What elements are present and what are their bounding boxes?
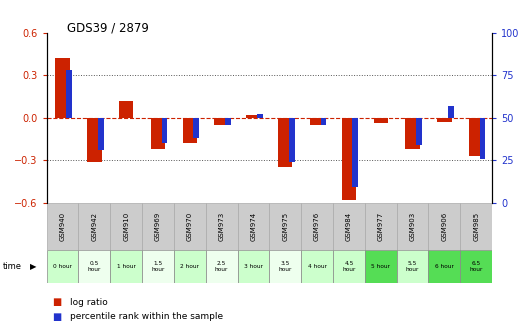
Bar bbox=[461, 203, 492, 250]
Text: 4.5
hour: 4.5 hour bbox=[342, 261, 355, 272]
Text: 2 hour: 2 hour bbox=[180, 264, 199, 269]
Bar bbox=[342, 118, 356, 200]
Text: 3 hour: 3 hour bbox=[244, 264, 263, 269]
Bar bbox=[269, 250, 301, 283]
Bar bbox=[397, 203, 428, 250]
Text: GSM984: GSM984 bbox=[346, 212, 352, 241]
Text: GSM976: GSM976 bbox=[314, 212, 320, 241]
Bar bbox=[47, 250, 78, 283]
Bar bbox=[110, 203, 142, 250]
Bar bbox=[174, 250, 206, 283]
Text: GSM942: GSM942 bbox=[91, 212, 97, 241]
Text: GSM906: GSM906 bbox=[441, 212, 448, 241]
Text: log ratio: log ratio bbox=[70, 298, 108, 307]
Text: GDS39 / 2879: GDS39 / 2879 bbox=[67, 21, 149, 34]
Text: GSM940: GSM940 bbox=[60, 212, 66, 241]
Bar bbox=[87, 118, 102, 162]
Bar bbox=[55, 58, 70, 118]
Bar bbox=[78, 250, 110, 283]
Bar bbox=[66, 70, 72, 118]
Text: GSM977: GSM977 bbox=[378, 212, 384, 241]
Bar bbox=[225, 118, 231, 125]
Text: GSM975: GSM975 bbox=[282, 212, 289, 241]
Bar bbox=[333, 203, 365, 250]
Bar bbox=[310, 118, 324, 125]
Text: GSM910: GSM910 bbox=[123, 212, 129, 241]
Bar bbox=[428, 203, 461, 250]
Bar bbox=[162, 118, 167, 143]
Text: GSM974: GSM974 bbox=[250, 212, 256, 241]
Text: 4 hour: 4 hour bbox=[308, 264, 326, 269]
Bar bbox=[206, 250, 238, 283]
Bar bbox=[428, 250, 461, 283]
Bar bbox=[238, 250, 269, 283]
Bar bbox=[397, 250, 428, 283]
Bar bbox=[214, 118, 229, 125]
Bar bbox=[301, 250, 333, 283]
Text: 5.5
hour: 5.5 hour bbox=[406, 261, 419, 272]
Bar bbox=[448, 106, 454, 118]
Bar bbox=[174, 203, 206, 250]
Text: GSM973: GSM973 bbox=[219, 212, 225, 241]
Text: 5 hour: 5 hour bbox=[371, 264, 390, 269]
Bar bbox=[406, 118, 420, 149]
Bar bbox=[289, 118, 295, 162]
Bar bbox=[480, 118, 485, 159]
Bar bbox=[47, 203, 78, 250]
Bar bbox=[365, 203, 397, 250]
Bar bbox=[257, 114, 263, 118]
Text: 6 hour: 6 hour bbox=[435, 264, 454, 269]
Bar bbox=[333, 250, 365, 283]
Text: GSM903: GSM903 bbox=[410, 212, 415, 241]
Bar bbox=[206, 203, 238, 250]
Text: 6.5
hour: 6.5 hour bbox=[469, 261, 483, 272]
Bar bbox=[78, 203, 110, 250]
Text: ■: ■ bbox=[52, 312, 61, 321]
Bar bbox=[373, 118, 388, 123]
Text: ▶: ▶ bbox=[30, 262, 37, 271]
Bar bbox=[278, 118, 293, 167]
Bar bbox=[301, 203, 333, 250]
Text: ■: ■ bbox=[52, 298, 61, 307]
Bar bbox=[365, 250, 397, 283]
Text: 0 hour: 0 hour bbox=[53, 264, 72, 269]
Bar bbox=[437, 118, 452, 122]
Bar bbox=[119, 101, 133, 118]
Bar bbox=[151, 118, 165, 149]
Bar bbox=[98, 118, 104, 150]
Text: GSM969: GSM969 bbox=[155, 212, 161, 241]
Text: 2.5
hour: 2.5 hour bbox=[215, 261, 228, 272]
Text: 0.5
hour: 0.5 hour bbox=[88, 261, 101, 272]
Bar bbox=[321, 118, 326, 125]
Bar bbox=[461, 250, 492, 283]
Text: time: time bbox=[3, 262, 22, 271]
Text: 3.5
hour: 3.5 hour bbox=[279, 261, 292, 272]
Bar bbox=[269, 203, 301, 250]
Text: 1 hour: 1 hour bbox=[117, 264, 136, 269]
Text: GSM970: GSM970 bbox=[187, 212, 193, 241]
Bar bbox=[142, 250, 174, 283]
Bar bbox=[469, 118, 483, 156]
Text: percentile rank within the sample: percentile rank within the sample bbox=[70, 312, 223, 321]
Bar bbox=[416, 118, 422, 145]
Bar bbox=[193, 118, 199, 138]
Bar bbox=[238, 203, 269, 250]
Bar bbox=[110, 250, 142, 283]
Text: GSM985: GSM985 bbox=[473, 212, 479, 241]
Bar bbox=[142, 203, 174, 250]
Bar bbox=[246, 115, 261, 118]
Bar bbox=[183, 118, 197, 143]
Text: 1.5
hour: 1.5 hour bbox=[151, 261, 165, 272]
Bar bbox=[352, 118, 358, 187]
